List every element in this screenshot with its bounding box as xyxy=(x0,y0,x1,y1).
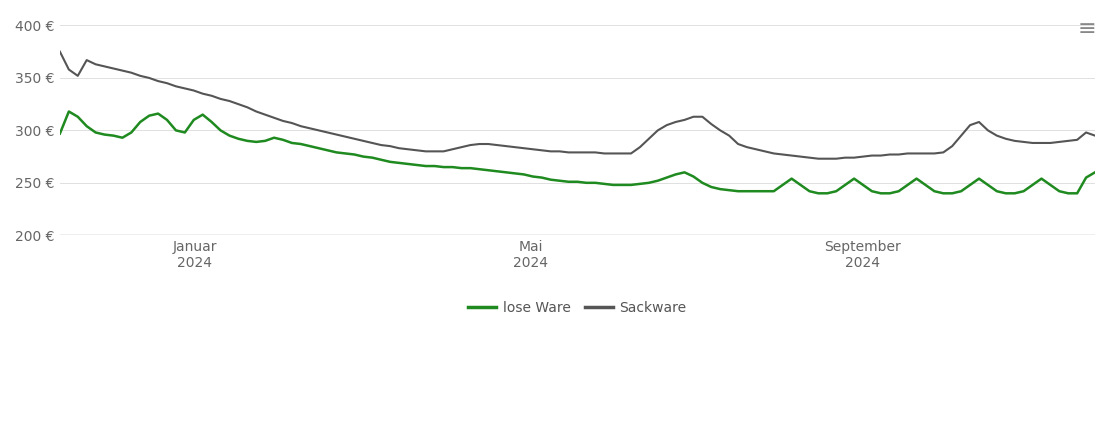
Legend: lose Ware, Sackware: lose Ware, Sackware xyxy=(463,296,693,321)
Text: ≡: ≡ xyxy=(1078,19,1097,39)
